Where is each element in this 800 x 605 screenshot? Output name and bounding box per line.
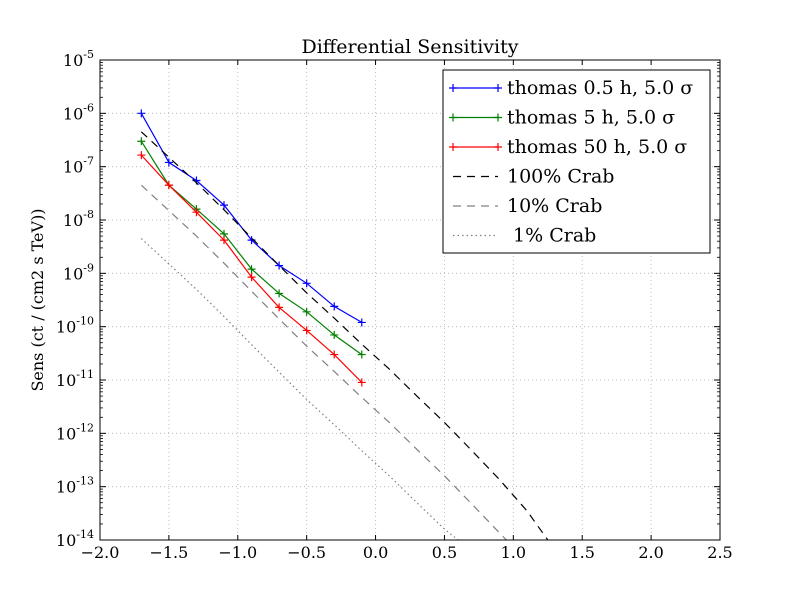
y-tick-label: 10-8 bbox=[63, 208, 94, 230]
y-tick-base: 10 bbox=[56, 318, 76, 337]
legend-marker-thomas-50-h-5-0 bbox=[494, 143, 502, 151]
data-point-thomas-0-5-h-5-0 bbox=[302, 279, 311, 288]
data-point-thomas-50-h-5-0 bbox=[302, 326, 311, 335]
y-tick-label: 10-6 bbox=[63, 101, 94, 123]
y-axis-label: Sens (ct / (cm2 s TeV)) bbox=[28, 208, 47, 391]
data-point-thomas-5-h-5-0 bbox=[302, 307, 311, 316]
y-tick-base: 10 bbox=[56, 531, 76, 550]
legend-label-thomas-5-h-5-0: thomas 5 h, 5.0 σ bbox=[507, 107, 675, 129]
y-tick-base: 10 bbox=[63, 104, 83, 123]
series-line-100-crab bbox=[140, 131, 549, 540]
data-point-thomas-0-5-h-5-0 bbox=[275, 261, 284, 270]
legend-marker-thomas-5-h-5-0 bbox=[494, 113, 502, 122]
data-point-thomas-50-h-5-0 bbox=[247, 273, 256, 282]
data-point-thomas-50-h-5-0 bbox=[192, 208, 201, 217]
x-tick-label: −0.5 bbox=[287, 543, 326, 562]
data-point-thomas-5-h-5-0 bbox=[357, 350, 366, 359]
y-tick-label: 10-13 bbox=[56, 475, 94, 497]
plot-frame bbox=[99, 59, 721, 541]
legend-marker-thomas-5-h-5-0 bbox=[449, 113, 457, 122]
data-point-thomas-0-5-h-5-0 bbox=[330, 302, 339, 311]
data-point-thomas-50-h-5-0 bbox=[330, 350, 339, 359]
x-tick-label: 2.0 bbox=[638, 543, 663, 562]
data-point-thomas-5-h-5-0 bbox=[330, 330, 339, 339]
y-tick-exponent: -7 bbox=[83, 155, 94, 168]
y-tick-base: 10 bbox=[63, 51, 83, 70]
x-tick-label: −1.0 bbox=[218, 543, 257, 562]
data-point-thomas-50-h-5-0 bbox=[357, 378, 366, 387]
y-tick-exponent: -8 bbox=[83, 208, 94, 221]
y-tick-exponent: -10 bbox=[76, 315, 94, 328]
data-point-thomas-5-h-5-0 bbox=[247, 265, 256, 274]
legend-label-100-crab: 100% Crab bbox=[507, 166, 614, 188]
data-point-thomas-0-5-h-5-0 bbox=[357, 318, 366, 327]
legend-box bbox=[442, 69, 711, 254]
x-tick-label: 1.0 bbox=[501, 543, 526, 562]
legend-label-10-crab: 10% Crab bbox=[507, 195, 602, 217]
y-tick-base: 10 bbox=[63, 158, 83, 177]
x-tick-label: 0.0 bbox=[363, 543, 388, 562]
legend-marker-thomas-50-h-5-0 bbox=[449, 143, 457, 151]
legend-label-thomas-0-5-h-5-0: thomas 0.5 h, 5.0 σ bbox=[507, 77, 693, 99]
data-point-thomas-0-5-h-5-0 bbox=[137, 109, 146, 118]
legend-label-thomas-50-h-5-0: thomas 50 h, 5.0 σ bbox=[507, 136, 687, 158]
tick-layer: −2.0 −1.5 −1.0 −0.5 0.0 0.5 1.0 1.5 2.0 2.510-141… bbox=[56, 48, 733, 562]
y-tick-label: 10-7 bbox=[63, 155, 94, 177]
y-tick-base: 10 bbox=[56, 478, 76, 497]
y-tick-label: 10-5 bbox=[63, 48, 94, 70]
y-tick-base: 10 bbox=[56, 424, 76, 443]
legend-marker-thomas-0-5-h-5-0 bbox=[449, 84, 457, 92]
series-layer bbox=[137, 109, 549, 540]
y-tick-label: 10-11 bbox=[56, 368, 94, 390]
y-tick-exponent: -11 bbox=[76, 368, 94, 381]
data-point-thomas-0-5-h-5-0 bbox=[220, 201, 228, 210]
y-tick-exponent: -14 bbox=[76, 528, 94, 541]
y-tick-exponent: -6 bbox=[83, 101, 94, 114]
x-tick-label: 2.5 bbox=[707, 543, 732, 562]
data-point-thomas-0-5-h-5-0 bbox=[164, 158, 173, 167]
x-tick-label: −2.0 bbox=[81, 543, 120, 562]
y-tick-exponent: -13 bbox=[76, 475, 94, 488]
y-tick-base: 10 bbox=[56, 371, 76, 390]
data-point-thomas-50-h-5-0 bbox=[220, 236, 228, 245]
data-point-thomas-50-h-5-0 bbox=[275, 303, 284, 312]
y-tick-label: 10-14 bbox=[56, 528, 94, 550]
y-tick-label: 10-10 bbox=[56, 315, 94, 337]
data-point-thomas-50-h-5-0 bbox=[164, 181, 173, 190]
y-tick-base: 10 bbox=[63, 264, 83, 283]
series-line-10-crab bbox=[140, 184, 507, 540]
y-tick-base: 10 bbox=[63, 211, 83, 230]
data-point-thomas-50-h-5-0 bbox=[137, 151, 146, 160]
y-tick-exponent: -9 bbox=[83, 261, 94, 274]
data-point-thomas-5-h-5-0 bbox=[275, 289, 284, 298]
y-tick-exponent: -5 bbox=[83, 48, 94, 61]
legend-label-1-crab: 1% Crab bbox=[507, 225, 596, 247]
data-point-thomas-5-h-5-0 bbox=[137, 137, 146, 146]
series-line-1-crab bbox=[140, 238, 459, 540]
legend-marker-thomas-0-5-h-5-0 bbox=[494, 84, 502, 92]
x-tick-label: 1.5 bbox=[569, 543, 594, 562]
y-tick-label: 10-9 bbox=[63, 261, 94, 283]
y-tick-label: 10-12 bbox=[56, 421, 94, 443]
chart-title: Differential Sensitivity bbox=[302, 36, 519, 58]
legend: thomas 0.5 h, 5.0 σ thomas 5 h, 5.0 σ thom… bbox=[442, 69, 711, 254]
x-tick-label: −1.5 bbox=[149, 543, 188, 562]
x-tick-label: 0.5 bbox=[432, 543, 457, 562]
y-tick-exponent: -12 bbox=[76, 421, 94, 434]
